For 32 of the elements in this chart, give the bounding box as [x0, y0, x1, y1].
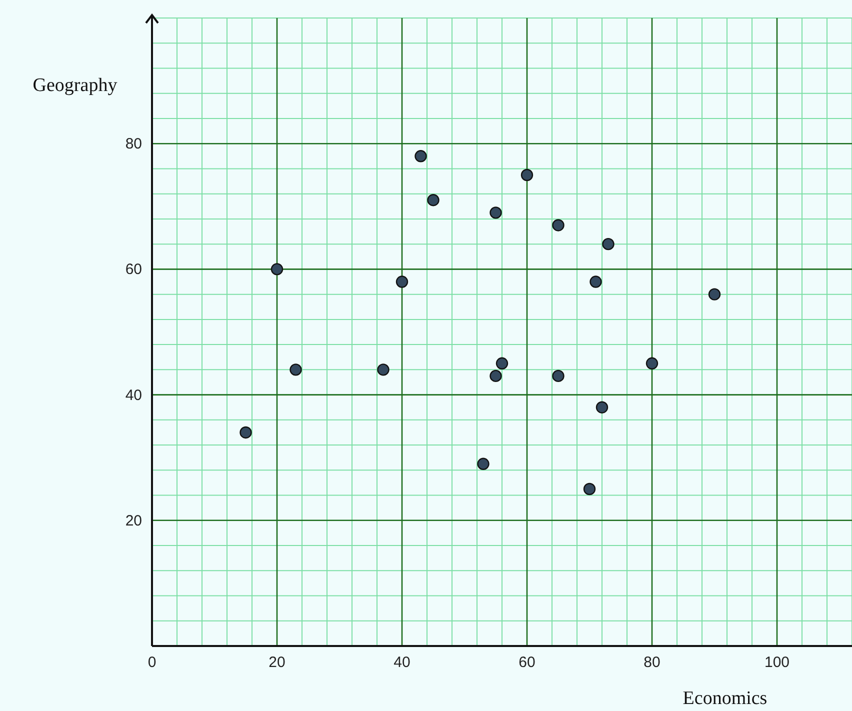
point	[377, 364, 390, 376]
point	[496, 357, 508, 370]
x-axis-title: Economics	[682, 688, 768, 709]
point	[590, 276, 602, 288]
point	[477, 458, 490, 470]
y-axis-title: Geography	[32, 75, 118, 96]
x-tick-label: 100	[764, 654, 790, 671]
point	[240, 426, 252, 439]
y-tick-label: 80	[125, 136, 142, 153]
point	[427, 194, 440, 206]
point	[490, 206, 502, 219]
y-tick-label: 40	[125, 386, 142, 404]
x-tick-label: 20	[268, 654, 286, 671]
x-tick-label: 80	[644, 654, 660, 671]
point	[552, 219, 564, 232]
point	[583, 482, 596, 496]
point	[270, 263, 284, 276]
point	[602, 238, 614, 250]
point	[490, 370, 502, 382]
y-tick-label: 20	[125, 512, 142, 530]
point	[290, 364, 302, 376]
point	[414, 150, 427, 162]
x-tick-label: 40	[394, 654, 410, 671]
x-tick-label: 0	[148, 654, 156, 671]
point	[646, 357, 658, 370]
point	[708, 288, 721, 300]
point	[596, 401, 608, 414]
x-tick-label: 60	[518, 654, 536, 671]
point	[520, 168, 534, 182]
y-tick-label: 60	[125, 261, 142, 278]
point	[396, 276, 408, 288]
point	[552, 370, 564, 382]
